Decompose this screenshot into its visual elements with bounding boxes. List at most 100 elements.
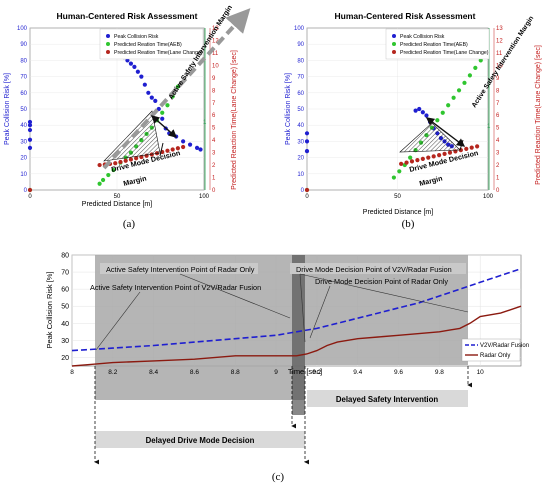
y-tick-label: 30 (20, 139, 27, 145)
data-point (446, 103, 451, 108)
data-point (165, 103, 170, 108)
panel-a-caption: (a) (123, 218, 136, 230)
delayed-safety-label: Delayed Safety Intervention (336, 395, 438, 404)
data-point (447, 150, 453, 155)
panel-b-margin-arrow (425, 117, 466, 147)
data-point (435, 118, 440, 123)
y2-tick-label: 1 (212, 176, 216, 182)
data-point (156, 106, 161, 112)
data-point (304, 139, 310, 144)
panel-a-x-label: Predicted Distance [m] (82, 201, 152, 208)
y2-tick-label: 6 (212, 113, 216, 119)
x-tick-label: 9.6 (394, 369, 403, 376)
data-point (128, 61, 134, 66)
data-point (413, 108, 418, 113)
series-line-radar (71, 305, 522, 367)
data-point (165, 148, 170, 153)
y-tick-label: 0 (301, 188, 305, 194)
data-point (391, 175, 396, 180)
x-tick-label: 8.6 (190, 369, 199, 376)
data-point (139, 74, 144, 79)
y2-tick-label: 13 (212, 26, 219, 32)
x-tick-label: 8.4 (149, 369, 158, 376)
y2-tick-label: 10 (496, 63, 503, 69)
panel-a-y-ticks: 0 10 20 30 40 50 60 70 80 90 100 (17, 26, 28, 194)
callout-active-v2v: Active Safety Intervention Point of V2V/… (90, 283, 261, 292)
y-tick-label: 90 (297, 42, 304, 48)
data-point (27, 127, 33, 133)
data-point (467, 73, 472, 78)
data-point (304, 187, 310, 193)
y-tick-label: 60 (61, 287, 69, 294)
x-tick-label: 8.2 (108, 369, 117, 376)
panel-b-y2-label: Predicted Reaction Time(Lane Change) [se… (535, 45, 542, 185)
panel-a-title: Human-Centered Risk Assessment (57, 11, 198, 21)
y-tick-label: 100 (17, 26, 28, 32)
data-point (125, 58, 130, 63)
panel-c-legend-0: V2V/Radar Fusion (480, 343, 529, 349)
data-point (417, 106, 422, 112)
panel-a: Human-Centered Risk Assessment 010203040… (4, 4, 251, 230)
data-point (399, 161, 404, 166)
y2-tick-label: 7 (496, 101, 500, 107)
panel-b: Human-Centered Risk Assessment 010203040… (285, 11, 542, 230)
legend-marker-aeb (392, 42, 396, 46)
y2-tick-label: 11 (212, 51, 219, 57)
series-line-fusion (71, 267, 522, 352)
x-tick-label: 10 (477, 369, 485, 376)
legend-marker-aeb (106, 42, 110, 46)
y-tick-label: 40 (61, 321, 69, 328)
y-tick-label: 50 (20, 107, 27, 113)
panel-c-delay-region-drive (95, 255, 305, 400)
data-point (464, 146, 469, 151)
data-point (132, 64, 137, 69)
data-point (153, 98, 158, 103)
panel-b-x-label: Predicted Distance [m] (363, 209, 433, 216)
data-point (304, 149, 310, 154)
data-point (170, 147, 175, 152)
x-tick-label: 9.2 (312, 369, 321, 376)
data-point (397, 169, 402, 174)
y2-tick-label: 7 (212, 101, 216, 107)
data-point (97, 162, 102, 168)
panel-b-y-ticks: 0 10 20 30 40 50 60 70 80 90 100 (294, 26, 305, 194)
callout-drive-v2v-box (290, 263, 466, 274)
leader-line (95, 291, 141, 351)
panel-c-delay-band-dark (292, 255, 305, 415)
x-tick-label: 8 (70, 369, 74, 376)
panel-a-legend-1: Predicted Reation Time(AEB) (114, 42, 182, 48)
leader-line (179, 273, 291, 319)
panel-b-title: Human-Centered Risk Assessment (335, 11, 476, 21)
panel-b-legend-0: Peak Collision Risk (400, 34, 445, 40)
y-tick-label: 70 (20, 75, 27, 81)
y2-tick-label: 2 (212, 163, 216, 169)
data-point (160, 110, 165, 115)
y-tick-label: 60 (20, 91, 27, 97)
panel-b-x-ticks: 0 50 100 (305, 194, 493, 200)
y-tick-label: 40 (20, 123, 27, 129)
callout-drive-radar: Drive Mode Decision Point of Radar Only (315, 277, 448, 286)
y-tick-label: 10 (20, 172, 27, 178)
y-tick-label: 20 (61, 355, 69, 362)
panel-a-inner-tick: 1 (203, 120, 207, 126)
data-point (473, 65, 478, 70)
panel-b-legend-1: Predicted Reation Time(AEB) (400, 42, 468, 48)
y-tick-label: 70 (61, 270, 69, 277)
callout-active-radar-box (100, 263, 258, 274)
legend-marker-lane (106, 50, 110, 54)
y-tick-label: 0 (24, 188, 28, 194)
y2-tick-label: 8 (496, 88, 500, 94)
data-point (27, 119, 33, 125)
x-tick-label: 9 (274, 369, 278, 376)
panel-c-x-ticks: 8 8.2 8.4 8.6 8.8 9 9.2 9.4 9.6 9.8 10 (70, 369, 484, 376)
y2-tick-label: 3 (212, 151, 216, 157)
y-tick-label: 60 (297, 91, 304, 97)
y2-tick-label: 13 (496, 26, 503, 32)
panel-a-vertical-tick (159, 142, 164, 157)
panel-a-legend: Peak Collision Risk Predicted Reation Ti… (99, 28, 204, 60)
legend-marker-risk (106, 34, 110, 38)
y-tick-label: 80 (297, 58, 304, 64)
